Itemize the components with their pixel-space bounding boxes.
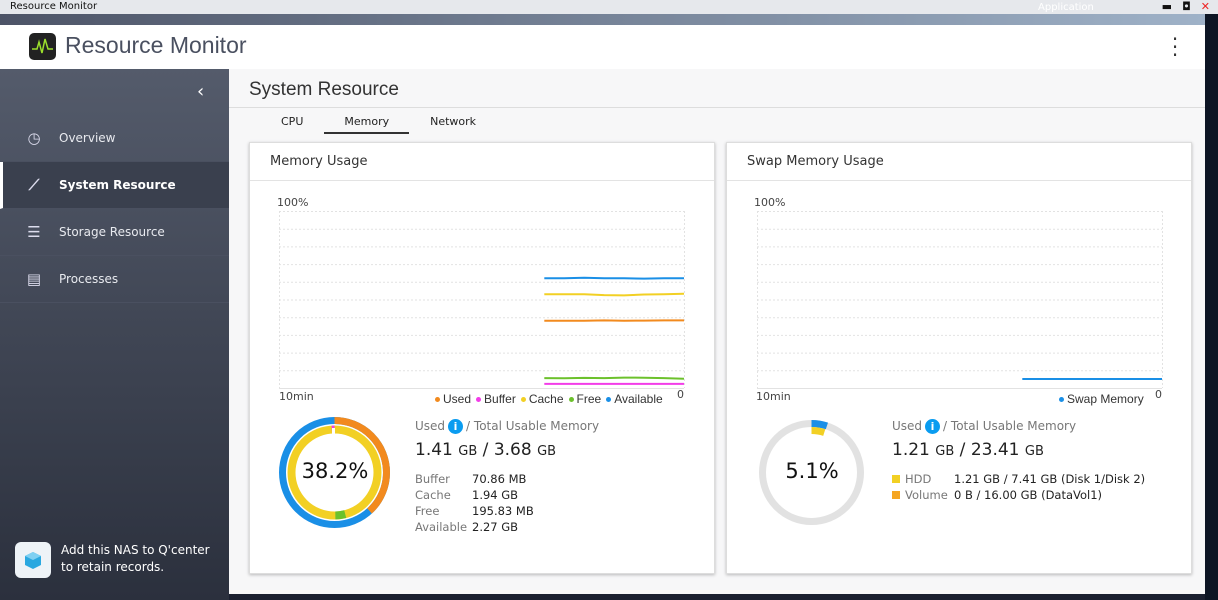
total-label: / Total Usable Memory <box>466 419 600 433</box>
collapse-sidebar-icon[interactable]: ‹ <box>197 81 205 102</box>
sidebar-item-label: Overview <box>59 131 116 145</box>
tab-memory[interactable]: Memory <box>324 113 410 134</box>
swap-percent: 5.1% <box>785 459 839 483</box>
x-axis-label-start: 10min <box>756 390 791 403</box>
info-icon[interactable]: i <box>925 419 941 434</box>
qcenter-promo[interactable]: Add this NAS to Q'center to retain record… <box>15 542 210 578</box>
detail-value: 70.86 MB <box>472 472 527 486</box>
detail-value: 1.94 GB <box>472 488 519 502</box>
legend-swap-memory[interactable]: Swap Memory <box>1059 392 1144 406</box>
series-line-free <box>544 376 685 380</box>
gauge-icon: ◷ <box>27 129 41 147</box>
main-content: System Resource CPU Memory Network Memor… <box>229 69 1205 594</box>
detail-key: HDD <box>892 472 954 486</box>
separator: / <box>959 440 966 460</box>
sidebar-item-overview[interactable]: ◷ Overview <box>0 115 229 162</box>
tab-network[interactable]: Network <box>430 115 477 128</box>
chart-legend: Swap Memory <box>1059 392 1144 406</box>
separator: / <box>482 440 489 460</box>
sidebar-item-processes[interactable]: ▤ Processes <box>0 256 229 303</box>
chart-legend: Used Buffer Cache Free Available <box>435 392 663 406</box>
swap-donut <box>759 420 864 525</box>
detail-key: Buffer <box>415 472 450 486</box>
detail-key: Available <box>415 520 468 534</box>
detail-value: 1.21 GB / 7.41 GB (Disk 1/Disk 2) <box>954 472 1146 486</box>
detail-key: Free <box>415 504 440 518</box>
legend-used[interactable]: Used <box>435 392 471 406</box>
memory-percent: 38.2% <box>301 459 369 483</box>
legend-cache[interactable]: Cache <box>520 392 564 406</box>
donut-swap-segment <box>759 420 864 525</box>
maximize-icon[interactable]: ◘ <box>1182 0 1191 13</box>
legend-buffer[interactable]: Buffer <box>476 392 516 406</box>
detail-value: 0 B / 16.00 GB (DataVol1) <box>954 488 1103 502</box>
donut-used-segment <box>279 417 390 528</box>
close-icon[interactable]: ✕ <box>1200 0 1210 13</box>
qcenter-text: to retain records. <box>61 560 165 574</box>
card-title: Swap Memory Usage <box>727 143 1191 181</box>
memory-summary: Used i / Total Usable Memory 1.41 GB / 3.6… <box>415 419 599 534</box>
memory-chart: 100% 10min Used Buffer Cache Free Availa… <box>250 181 716 411</box>
x-axis-label-start: 10min <box>279 390 314 403</box>
y-axis-label: 100% <box>277 196 309 209</box>
qcenter-text: Add this NAS to Q'center <box>61 543 210 557</box>
app-title: Resource Monitor <box>65 32 247 58</box>
card-title: Memory Usage <box>250 143 714 181</box>
swap-memory-card: Swap Memory Usage 100% 10min Swap Memory… <box>726 142 1192 574</box>
detail-value: 195.83 MB <box>472 504 534 518</box>
qcenter-icon <box>15 542 51 578</box>
chart-line-icon: ⟋ <box>28 176 40 194</box>
memory-details: Buffer 70.86 MB Cache 1.94 GB Free 195.83 M… <box>415 472 599 534</box>
swap-summary: Used i / Total Usable Memory 1.21 GB / 23.… <box>892 419 1145 502</box>
y-axis-label: 100% <box>754 196 786 209</box>
unit: GB <box>935 444 955 459</box>
divider <box>229 107 1205 108</box>
desktop-background <box>1205 14 1218 600</box>
unit: GB <box>1024 444 1044 459</box>
info-icon[interactable]: i <box>448 419 464 434</box>
storage-icon: ☰ <box>27 223 41 241</box>
swap-details: HDD 1.21 GB / 7.41 GB (Disk 1/Disk 2) Vol… <box>892 472 1145 502</box>
detail-key: Cache <box>415 488 451 502</box>
background-label: Application <box>1038 2 1094 13</box>
unit: GB <box>458 444 478 459</box>
more-options-icon[interactable]: · · · <box>1171 27 1179 67</box>
sidebar-item-label: Processes <box>59 272 119 286</box>
detail-value: 2.27 GB <box>472 520 519 534</box>
donut-hdd-segment <box>766 427 857 518</box>
window-title: Resource Monitor <box>10 1 98 12</box>
used-label: Used <box>892 419 923 433</box>
x-axis-label-end: 0 <box>1155 388 1162 401</box>
list-icon: ▤ <box>26 270 42 288</box>
x-axis-label-end: 0 <box>677 388 684 401</box>
tab-cpu[interactable]: CPU <box>281 115 304 128</box>
app-logo-icon <box>29 33 56 60</box>
total-value: 3.68 <box>493 440 532 460</box>
detail-key: Volume <box>892 488 954 502</box>
swap-chart: 100% 10min Swap Memory 0 <box>727 181 1193 411</box>
sidebar-item-system-resource[interactable]: ⟋ System Resource <box>0 162 229 209</box>
sidebar-item-label: System Resource <box>59 178 176 192</box>
window-titlebar: Resource Monitor Application ▬ ◘ ✕ <box>0 0 1218 14</box>
page-title: System Resource <box>249 79 399 100</box>
sidebar: ‹ ◷ Overview ⟋ System Resource ☰ Storage Re… <box>0 69 229 600</box>
used-label: Used <box>415 419 446 433</box>
sidebar-item-storage-resource[interactable]: ☰ Storage Resource <box>0 209 229 256</box>
unit: GB <box>537 444 557 459</box>
window-frame <box>0 14 1205 25</box>
tabs: CPU Memory Network <box>261 113 497 134</box>
used-value: 1.41 <box>415 440 453 460</box>
memory-donut <box>279 417 390 528</box>
total-value: 23.41 <box>970 440 1020 460</box>
total-label: / Total Usable Memory <box>943 419 1077 433</box>
sidebar-item-label: Storage Resource <box>59 225 165 239</box>
app-header: Resource Monitor · · · <box>0 25 1205 69</box>
series-line-available <box>544 276 684 280</box>
memory-usage-card: Memory Usage 100% 10min Used Buffer Cach… <box>249 142 715 574</box>
legend-available[interactable]: Available <box>606 392 663 406</box>
used-value: 1.21 <box>892 440 930 460</box>
legend-free[interactable]: Free <box>568 392 601 406</box>
minimize-icon[interactable]: ▬ <box>1161 0 1173 13</box>
series-line-cache <box>544 292 685 297</box>
